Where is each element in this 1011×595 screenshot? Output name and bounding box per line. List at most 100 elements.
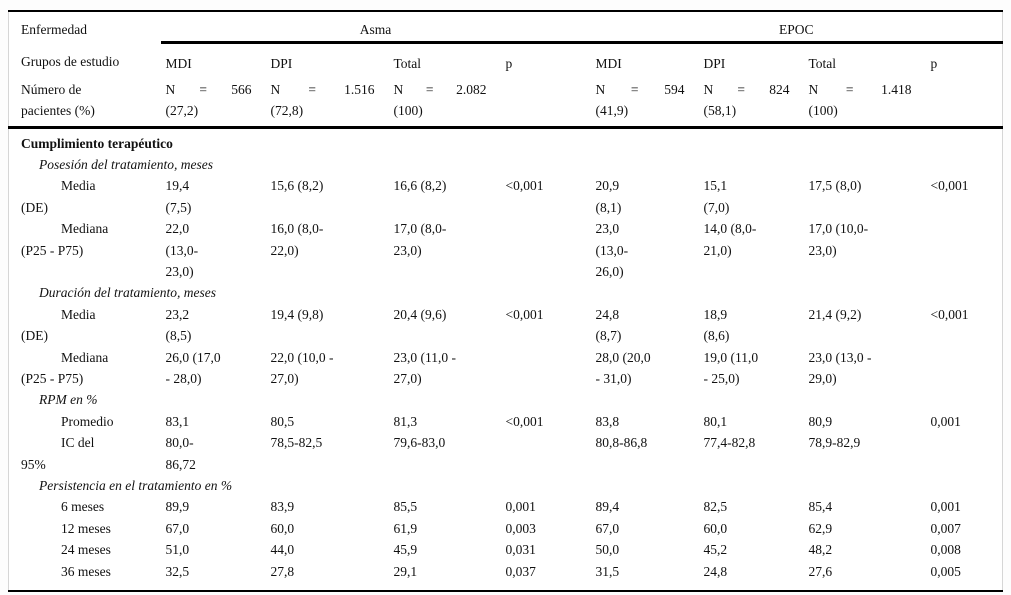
value-cell: 28,0 (20,0 - 31,0) bbox=[595, 349, 651, 386]
value-cell bbox=[926, 218, 1003, 282]
table-row: Media (DE) 19,4 (7,5) 15,6 (8,2) 16,6 (8,2)… bbox=[9, 175, 1003, 218]
value-cell: 89,9 bbox=[165, 499, 190, 515]
value-cell: 29,1 bbox=[393, 563, 418, 579]
value-cell: <0,001 bbox=[930, 178, 969, 194]
value-cell: 78,9-82,9 bbox=[808, 435, 861, 451]
value-cell: 0,005 bbox=[930, 563, 961, 579]
n-cell: N = 594 (41,9) bbox=[590, 74, 699, 129]
value-cell: 80,9 bbox=[808, 413, 833, 429]
n-cell: N = 824 (58,1) bbox=[698, 74, 804, 129]
value-cell: 80,5 bbox=[270, 413, 295, 429]
table-row: IC del 95% 80,0- 86,72 78,5-82,5 79,6-83,0 8… bbox=[9, 432, 1003, 475]
n-cell-empty bbox=[925, 74, 1003, 129]
group-header-asma: Asma bbox=[160, 11, 591, 44]
value-cell: 80,0- 86,72 bbox=[165, 435, 196, 472]
value-cell: 0,037 bbox=[505, 563, 536, 579]
value-cell: <0,001 bbox=[505, 178, 544, 194]
table-row: 6 meses 89,9 83,9 85,5 0,001 89,4 82,5 85,4 0,00… bbox=[9, 496, 1003, 517]
value-cell: 0,001 bbox=[930, 499, 961, 515]
header-row-disease: Enfermedad Asma EPOC bbox=[9, 11, 1003, 44]
value-cell: 26,0 (17,0 - 28,0) bbox=[165, 349, 221, 386]
value-cell: 17,5 (8,0) bbox=[808, 178, 862, 194]
value-cell: 17,0 (10,0- 23,0) bbox=[808, 221, 869, 258]
header-row-n: Número de pacientes (%) N = 566 (27,2) N… bbox=[8, 74, 1003, 129]
table-row: Posesión del tratamiento, meses bbox=[9, 154, 1003, 175]
value-cell: 62,9 bbox=[808, 520, 833, 536]
col-header-asma-total: Total bbox=[393, 55, 422, 71]
row-label: Media (DE) bbox=[21, 178, 96, 215]
value-cell: 23,2 (8,5) bbox=[165, 306, 192, 344]
value-cell: 80,8-86,8 bbox=[595, 435, 648, 451]
n-cell: N = 1.516 (72,8) bbox=[265, 74, 389, 129]
value-cell: 0,007 bbox=[930, 520, 961, 536]
value-cell: 21,4 (9,2) bbox=[808, 306, 862, 322]
row-label: 24 meses bbox=[61, 542, 111, 558]
value-cell bbox=[926, 347, 1003, 390]
value-cell: <0,001 bbox=[505, 306, 544, 322]
value-cell: 32,5 bbox=[165, 563, 190, 579]
row-label: IC del 95% bbox=[21, 435, 95, 472]
col-header-asma-p: p bbox=[505, 55, 513, 71]
subsection-label: Persistencia en el tratamiento en % bbox=[39, 478, 233, 493]
n-cell-empty bbox=[500, 74, 591, 129]
row-label: 36 meses bbox=[61, 563, 111, 579]
value-cell: 85,4 bbox=[808, 499, 833, 515]
value-cell: 77,4-82,8 bbox=[703, 435, 756, 451]
group-header-epoc: EPOC bbox=[590, 11, 1003, 44]
value-cell: 51,0 bbox=[165, 542, 190, 558]
subsection-label: Duración del tratamiento, meses bbox=[39, 285, 216, 301]
value-cell: 45,2 bbox=[703, 542, 728, 558]
value-cell: 19,4 (9,8) bbox=[270, 306, 324, 322]
value-cell: 24,8 (8,7) bbox=[595, 306, 622, 344]
value-cell: 82,5 bbox=[703, 499, 728, 515]
row-label: Promedio bbox=[61, 413, 114, 429]
table-row: 36 meses 32,5 27,8 29,1 0,037 31,5 24,8 27,6 0,0… bbox=[9, 561, 1003, 591]
value-cell: 20,4 (9,6) bbox=[393, 306, 447, 322]
col-header-asma-mdi: MDI bbox=[165, 55, 192, 71]
row-label: Media (DE) bbox=[21, 306, 96, 344]
n-cell: N = 1.418 (100) bbox=[803, 74, 926, 129]
row-label: 6 meses bbox=[61, 499, 105, 515]
table-row: Media (DE) 23,2 (8,5) 19,4 (9,8) 20,4 (9,6)… bbox=[9, 304, 1003, 347]
row-label: Mediana (P25 - P75) bbox=[21, 349, 109, 386]
col-header-epoc-p: p bbox=[930, 55, 938, 71]
value-cell: 0,001 bbox=[505, 499, 536, 515]
value-cell: 85,5 bbox=[393, 499, 418, 515]
value-cell: 83,8 bbox=[595, 413, 620, 429]
value-cell: 61,9 bbox=[393, 520, 418, 536]
value-cell: 83,1 bbox=[165, 413, 190, 429]
table-row: 24 meses 51,0 44,0 45,9 0,031 50,0 45,2 48,2 0,0… bbox=[9, 539, 1003, 560]
col-header-asma-dpi: DPI bbox=[270, 55, 293, 71]
table-row: Mediana (P25 - P75) 26,0 (17,0 - 28,0) 22,… bbox=[9, 347, 1003, 390]
compliance-table: Enfermedad Asma EPOC Grupos de estudio M… bbox=[8, 10, 1004, 593]
value-cell bbox=[501, 218, 591, 282]
table-row: Promedio 83,1 80,5 81,3 <0,001 83,8 80,1 80,9 0,… bbox=[9, 411, 1003, 432]
value-cell: 27,6 bbox=[808, 563, 833, 579]
value-cell: 78,5-82,5 bbox=[270, 435, 323, 451]
value-cell: 0,031 bbox=[505, 542, 536, 558]
value-cell: 67,0 bbox=[595, 520, 620, 536]
value-cell: 14,0 (8,0- 21,0) bbox=[703, 221, 757, 258]
row-label: 12 meses bbox=[61, 520, 111, 536]
table-row: Cumplimiento terapéutico bbox=[9, 127, 1003, 154]
row-label: Mediana (P25 - P75) bbox=[21, 221, 109, 258]
table-body: Cumplimiento terapéutico Posesión del tra… bbox=[9, 127, 1003, 591]
header-row-groups: Grupos de estudio MDI DPI Total p MDI DP… bbox=[9, 42, 1003, 74]
value-cell: 17,0 (8,0- 23,0) bbox=[393, 221, 447, 258]
table-row: RPM en % bbox=[9, 389, 1003, 410]
value-cell: 15,1 (7,0) bbox=[703, 178, 730, 215]
value-cell: 0,008 bbox=[930, 542, 961, 558]
value-cell: 0,001 bbox=[930, 413, 961, 429]
value-cell: 31,5 bbox=[595, 563, 620, 579]
col-header-epoc-total: Total bbox=[808, 55, 837, 71]
value-cell: 45,9 bbox=[393, 542, 418, 558]
value-cell: 18,9 (8,6) bbox=[703, 306, 730, 344]
table-row: Persistencia en el tratamiento en % bbox=[9, 475, 1003, 496]
table-row: 12 meses 67,0 60,0 61,9 0,003 67,0 60,0 62,9 0,0… bbox=[9, 518, 1003, 539]
value-cell: 15,6 (8,2) bbox=[270, 178, 324, 194]
value-cell: 83,9 bbox=[270, 499, 295, 515]
value-cell: 48,2 bbox=[808, 542, 833, 558]
value-cell: <0,001 bbox=[505, 413, 544, 429]
value-cell: 27,8 bbox=[270, 563, 295, 579]
